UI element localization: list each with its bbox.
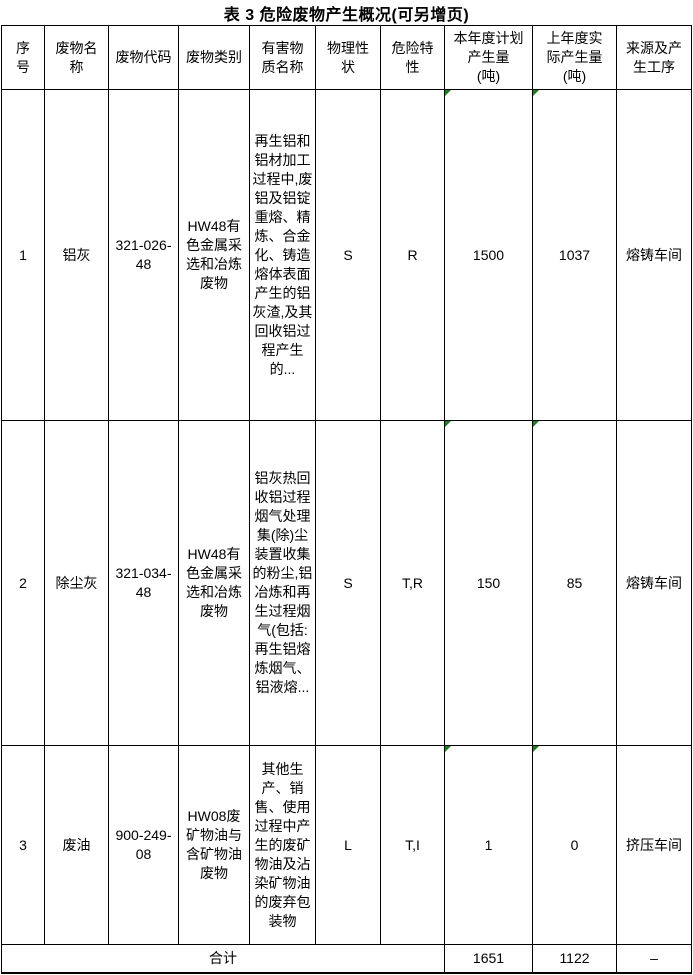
number-as-text-flag-icon [533,746,539,752]
actual-output-value: 1037 [558,246,591,263]
cell-physical-state: L [315,745,381,945]
number-as-text-flag-icon [445,421,451,427]
cell-waste-category: HW08废矿物油与含矿物油废物 [178,745,250,945]
cell-source-process: 熔铸车间 [616,89,692,421]
cell-waste-category: HW48有色金属采选和冶炼废物 [178,89,250,421]
col-header-physical-state: 物理性 状 [315,25,381,90]
cell-source-process: 挤压车间 [616,745,692,945]
cell-waste-code: 321-034-48 [108,420,179,746]
total-label: 合计 [1,944,445,973]
cell-serial-no: 2 [1,420,45,746]
cell-serial-no: 1 [1,89,45,421]
col-header-waste-code: 废物代码 [108,25,179,90]
number-as-text-flag-icon [533,90,539,96]
hazardous-waste-table: 序 号 废物名 称 废物代码 废物类别 有害物 质名称 物理性 状 危险特 性 … [1,25,692,974]
col-header-waste-category: 废物类别 [178,25,250,90]
actual-output-value: 85 [566,574,583,591]
cell-actual-output: 1037 [532,89,617,421]
cell-hazardous-substance: 铝灰热回收铝过程烟气处理集(除)尘装置收集的粉尘,铝冶炼和再生过程烟气(包括:再… [249,420,316,746]
cell-hazardous-substance: 其他生产、销售、使用过程中产生的废矿物油及沾染矿物油的废弃包装物 [249,745,316,945]
col-header-planned-output: 本年度计划 产生量 (吨) [444,25,533,90]
table-row: 3 废油 900-249-08 HW08废矿物油与含矿物油废物 其他生产、销售、… [1,745,692,945]
col-header-hazardous-substance: 有害物 质名称 [249,25,316,90]
table-row: 1 铝灰 321-026-48 HW48有色金属采选和冶炼废物 再生铝和铝材加工… [1,89,692,421]
cell-waste-name: 除尘灰 [44,420,109,746]
cell-physical-state: S [315,420,381,746]
cell-hazard-trait: R [380,89,445,421]
cell-planned-output: 1 [444,745,533,945]
col-header-waste-name: 废物名 称 [44,25,109,90]
number-as-text-flag-icon [533,421,539,427]
total-row: 合计 1651 1122 – [1,944,692,973]
cell-hazard-trait: T,R [380,420,445,746]
total-planned-output: 1651 [444,944,533,973]
cell-serial-no: 3 [1,745,45,945]
table-header-row: 序 号 废物名 称 废物代码 废物类别 有害物 质名称 物理性 状 危险特 性 … [1,25,692,90]
cell-waste-name: 废油 [44,745,109,945]
actual-output-value: 0 [570,836,579,853]
col-header-actual-output: 上年度实 际产生量 (吨) [532,25,617,90]
total-actual-output: 1122 [532,944,617,973]
planned-output-value: 1500 [472,246,505,263]
cell-waste-code: 900-249-08 [108,745,179,945]
cell-source-process: 熔铸车间 [616,420,692,746]
total-source-process: – [616,944,692,973]
planned-output-value: 150 [476,574,501,591]
col-header-source-process: 来源及产 生工序 [616,25,692,90]
planned-output-value: 1 [484,836,493,853]
table-row: 2 除尘灰 321-034-48 HW48有色金属采选和冶炼废物 铝灰热回收铝过… [1,420,692,746]
cell-waste-code: 321-026-48 [108,89,179,421]
col-header-hazard-trait: 危险特 性 [380,25,445,90]
cell-waste-category: HW48有色金属采选和冶炼废物 [178,420,250,746]
number-as-text-flag-icon [445,90,451,96]
cell-planned-output: 1500 [444,89,533,421]
cell-hazardous-substance: 再生铝和铝材加工过程中,废铝及铝锭重熔、精炼、合金化、铸造熔体表面产生的铝灰渣,… [249,89,316,421]
cell-actual-output: 0 [532,745,617,945]
cell-physical-state: S [315,89,381,421]
cell-planned-output: 150 [444,420,533,746]
cell-waste-name: 铝灰 [44,89,109,421]
page-title: 表 3 危险废物产生概况(可另增页) [223,6,470,24]
col-header-serial-no: 序 号 [1,25,45,90]
cell-actual-output: 85 [532,420,617,746]
cell-hazard-trait: T,I [380,745,445,945]
number-as-text-flag-icon [445,746,451,752]
